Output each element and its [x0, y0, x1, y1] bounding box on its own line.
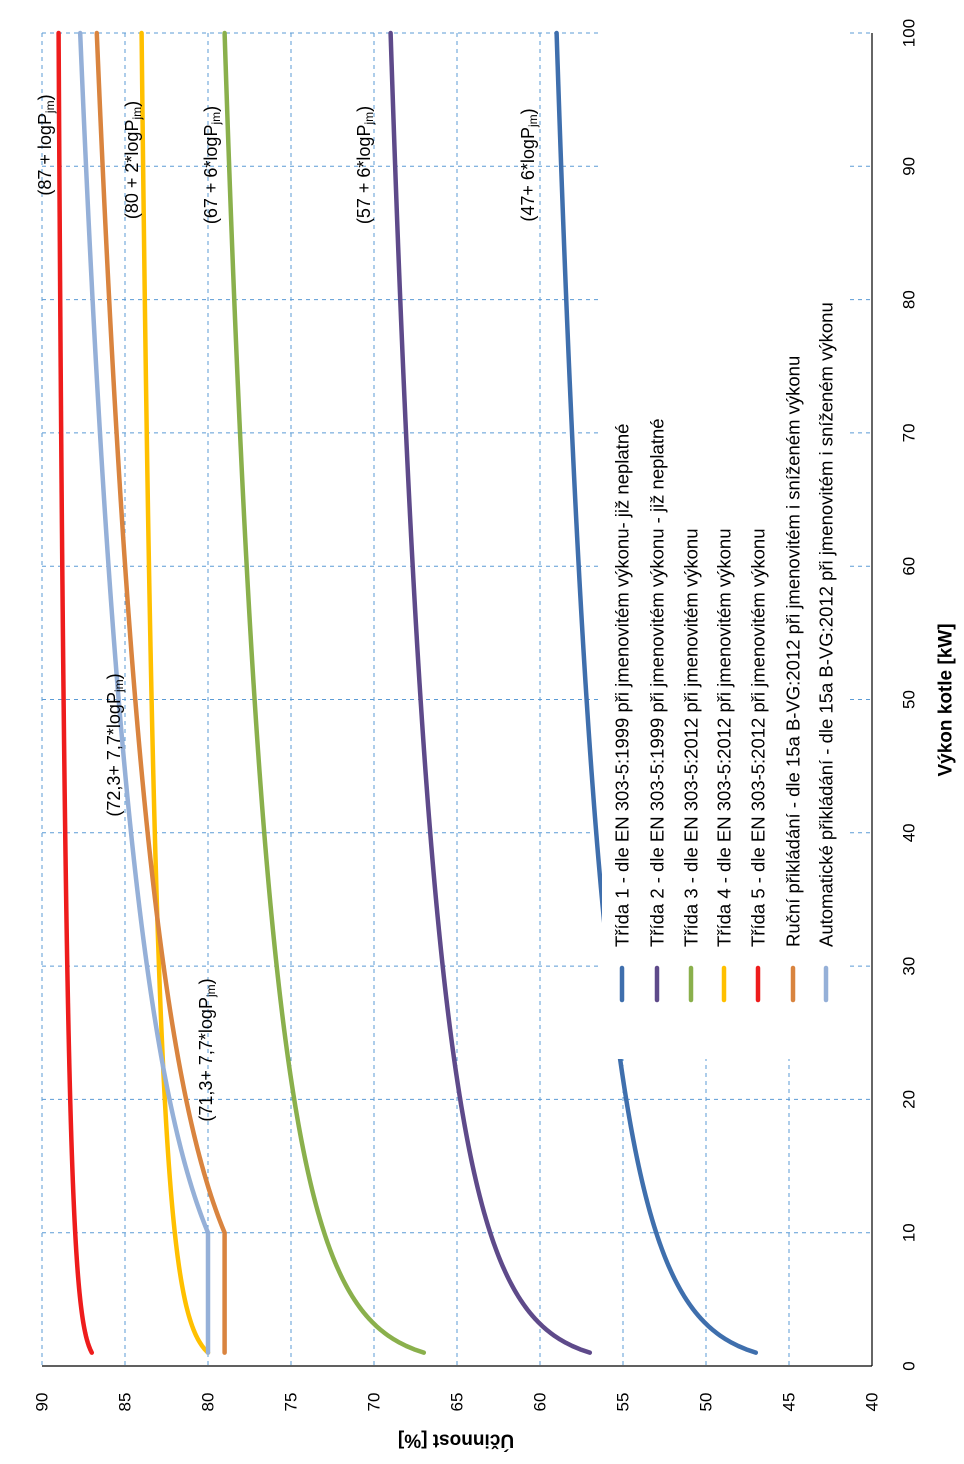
- y-tick-label: 60: [531, 1393, 550, 1412]
- legend-entry: Ruční přikládání - dle 15a B-VG:2012 při…: [783, 356, 804, 947]
- legend-entry: Třída 1 - dle EN 303-5:1999 při jmenovit…: [612, 424, 633, 947]
- legend: Třída 1 - dle EN 303-5:1999 při jmenovit…: [602, 22, 850, 1059]
- y-tick-label: 55: [614, 1393, 633, 1412]
- x-tick-label: 30: [900, 957, 919, 976]
- series-line: [554, 30, 759, 1355]
- y-tick-label: 85: [116, 1393, 135, 1412]
- series-line: [77, 30, 211, 1355]
- x-tick-label: 40: [900, 823, 919, 842]
- x-tick-label: 10: [900, 1223, 919, 1242]
- y-tick-label: 65: [448, 1393, 467, 1412]
- y-tick-label: 70: [365, 1393, 384, 1412]
- legend-entry: Automatické přikládání - dle 15a B-VG:20…: [816, 302, 837, 947]
- formula-annotation: (67 + 6*logPjm): [201, 106, 223, 224]
- x-tick-label: 50: [900, 690, 919, 709]
- y-tick-label: 75: [282, 1393, 301, 1412]
- annotation-layer: (87 + logPjm) (80 + 2*logPjm) (67 + 6*logP…: [35, 94, 540, 1121]
- x-tick-label: 20: [900, 1090, 919, 1109]
- axis-titles: Výkon kotle [kW] Účinnost [%]: [398, 623, 957, 1451]
- series-line: [56, 30, 95, 1355]
- series-line: [139, 30, 211, 1355]
- formula-annotation: (80 + 2*logPjm): [122, 101, 144, 219]
- axis-layer: 0 10 20 30 40 50 60 70 80 90 100 40 45 50 55 60 65 70 75 80…: [33, 19, 919, 1412]
- legend-entry: Třída 2 - dle EN 303-5:1999 při jmenovit…: [647, 418, 668, 947]
- legend-background: [602, 22, 850, 1059]
- y-tick-label: 40: [863, 1393, 882, 1412]
- x-tick-label: 60: [900, 557, 919, 576]
- formula-annotation: (57 + 6*logPjm): [354, 106, 376, 224]
- y-tick-label: 80: [199, 1393, 218, 1412]
- formula-annotation: (71,3+ 7,7*logPjm): [196, 978, 218, 1121]
- formula-annotation: (47+ 6*logPjm): [518, 108, 540, 221]
- x-tick-label: 70: [900, 423, 919, 442]
- legend-entry: Třída 3 - dle EN 303-5:2012 při jmenovit…: [681, 528, 702, 947]
- formula-annotation: (87 + logPjm): [35, 94, 57, 195]
- legend-entry: Třída 5 - dle EN 303-5:2012 při jmenovit…: [748, 528, 769, 947]
- formula-annotation: (72,3+ 7,7*logPjm): [104, 673, 126, 816]
- y-tick-label: 45: [780, 1393, 799, 1412]
- y-tick-label: 90: [33, 1393, 52, 1412]
- legend-entry: Třída 4 - dle EN 303-5:2012 při jmenovit…: [714, 528, 735, 947]
- x-tick-label: 0: [900, 1361, 919, 1370]
- series-line: [388, 30, 593, 1355]
- x-axis-title: Výkon kotle [kW]: [936, 623, 957, 776]
- y-tick-label: 50: [697, 1393, 716, 1412]
- x-tick-label: 100: [900, 19, 919, 47]
- series-line: [94, 30, 227, 1355]
- x-tick-label: 90: [900, 157, 919, 176]
- series-layer: [56, 30, 759, 1355]
- x-tick-label: 80: [900, 290, 919, 309]
- y-axis-title: Účinnost [%]: [398, 1430, 514, 1452]
- series-line: [222, 30, 427, 1355]
